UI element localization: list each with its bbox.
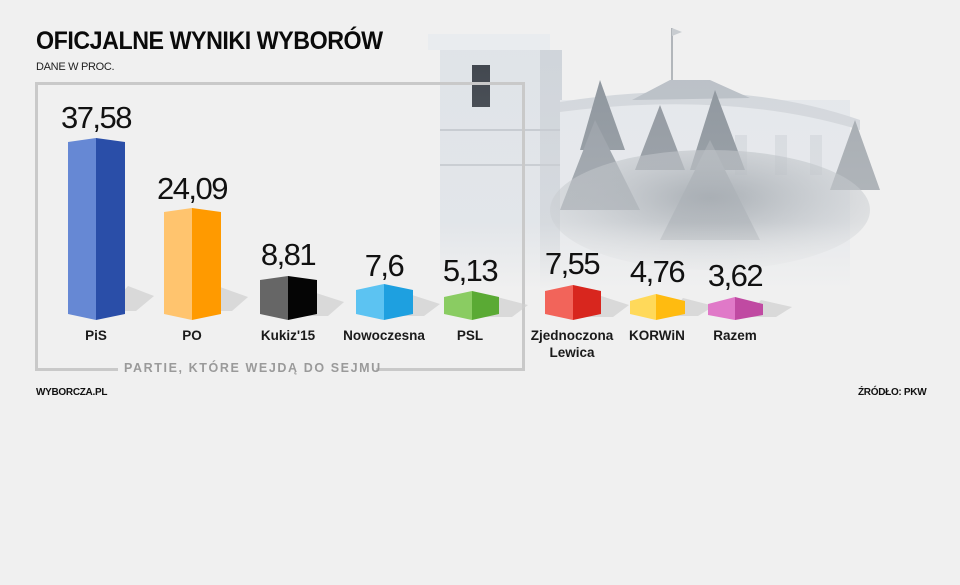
value-label-korwin: 4,76 — [629, 254, 686, 289]
source-pkw: ŹRÓDŁO: PKW — [858, 387, 927, 398]
value-label-nowoczesna: 7,6 — [364, 248, 405, 283]
credit-wyborcza: WYBORCZA.PL — [36, 387, 108, 398]
party-label-po: PO — [182, 328, 202, 343]
bar-kukiz15 — [260, 276, 344, 320]
chart-subtitle: DANE W PROC. — [36, 61, 115, 73]
party-label-nowoczesna: Nowoczesna — [343, 328, 425, 343]
party-label-razem: Razem — [713, 328, 757, 343]
party-label-korwin: KORWiN — [629, 328, 685, 343]
bar-pis — [68, 138, 154, 320]
bar-zjednoczona-lewica — [545, 285, 629, 320]
party-label-line2: Lewica — [549, 345, 595, 360]
bar-psl — [444, 291, 528, 320]
sejm-building-illustration — [410, 20, 920, 290]
party-label-kukiz15: Kukiz'15 — [260, 328, 316, 343]
party-label-line1: Zjednoczona — [530, 328, 614, 343]
party-label-zjednoczona-lewica: Zjednoczona Lewica — [512, 327, 632, 361]
chart-title: OFICJALNE WYNIKI WYBORÓW — [36, 27, 383, 55]
bar-nowoczesna — [356, 284, 440, 320]
value-label-pis: 37,58 — [60, 100, 133, 135]
frame-bottom-left-divider — [35, 368, 118, 371]
party-label-psl: PSL — [456, 328, 484, 343]
value-label-po: 24,09 — [156, 171, 229, 206]
value-label-psl: 5,13 — [442, 253, 499, 288]
party-label-pis: PiS — [85, 328, 107, 343]
value-label-kukiz15: 8,81 — [260, 237, 317, 272]
frame-bottom-right-divider — [376, 368, 525, 371]
bar-razem — [708, 297, 792, 320]
bar-po — [164, 208, 248, 320]
bar-korwin — [630, 294, 714, 320]
sejm-parties-frame — [35, 82, 525, 371]
value-label-razem: 3,62 — [707, 258, 764, 293]
value-label-zjednoczona-lewica: 7,55 — [544, 246, 601, 281]
sejm-parties-label: PARTIE, KTÓRE WEJDĄ DO SEJMU — [124, 361, 382, 375]
